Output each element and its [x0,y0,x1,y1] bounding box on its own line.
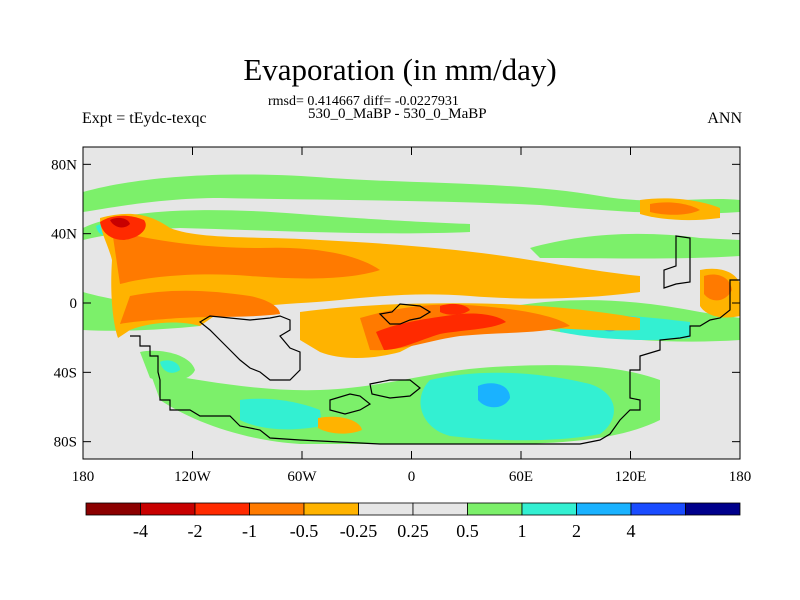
lon-tick-label: 180 [72,469,95,485]
colorbar-label: -1 [242,521,257,541]
colorbar-label: 0.5 [456,521,479,541]
colorbar-swatch [358,502,414,516]
land-outline-continent-a [198,315,301,381]
colorbar-swatch [85,502,141,516]
colorbar-swatch [194,502,250,516]
lat-tick-label: 80S [54,435,77,451]
lon-tick-label: 60E [509,469,533,485]
lat-tick-label: 0 [70,296,78,312]
lon-tick-label: 180 [729,469,752,485]
lon-tick-label: 120E [615,469,647,485]
contour-red-tropics [376,313,506,350]
contour-red-small [440,303,470,315]
contour-dark-red-nw [110,217,130,228]
map-axis-ticks: 80N 40N 0 40S 80S 180 120W 60W 0 60E 120E 180 [51,147,751,485]
colorbar-label: 1 [518,521,527,541]
colorbar-swatch [303,502,359,516]
land-outline-antarctic-a [329,393,372,415]
contour-fields [83,174,740,445]
land-outlines [130,230,740,445]
colorbar-label: 2 [572,521,581,541]
lon-tick-label: 60W [287,469,317,485]
colorbar-swatch [140,502,196,516]
colorbar-swatch [249,502,305,516]
contour-cyan-sw-island [160,360,180,373]
colorbar-swatch [412,502,468,516]
expt-label: Expt = tEydc-texqc [82,110,207,127]
colorbar-swatch [467,502,523,516]
contour-cyan-southwest [240,398,322,430]
contour-orange-ne [650,202,700,215]
stats-text: rmsd= 0.414667 diff= -0.0227931 [268,94,459,109]
colorbar-label: 4 [627,521,636,541]
contour-blue-south [478,383,510,408]
colorbar-label: -4 [133,521,148,541]
land-outline-east [663,235,691,289]
colorbar-label: -0.25 [340,521,378,541]
contour-light-orange-south [318,416,362,434]
run-names: 530_0_MaBP - 530_0_MaBP [308,106,487,122]
colorbar-label: 0.25 [397,521,429,541]
contour-cyan-south [420,372,614,441]
contour-orange-north [112,230,380,284]
colorbar-label: -2 [188,521,203,541]
lat-tick-label: 80N [51,157,77,173]
colorbar-label: -0.5 [290,521,319,541]
map-title: Evaporation (in mm/day) [243,52,557,87]
contour-orange-tropics-west [120,290,280,324]
land-outline-main [130,230,740,445]
lat-tick-label: 40S [54,365,77,381]
land-outline-continent-b [378,303,432,325]
colorbar: -4 -2 -1 -0.5 -0.25 0.25 0.5 1 2 4 [85,502,741,541]
season-label: ANN [707,110,742,127]
contour-green-eastern-north [530,233,740,259]
contour-green-north-2 [83,210,470,240]
land-outline-antarctic-b [369,379,421,399]
contour-orange-e [704,274,732,301]
contour-green-north-band [83,174,740,214]
lon-tick-label: 0 [408,469,416,485]
colorbar-swatch [630,502,686,516]
colorbar-swatch [521,502,577,516]
colorbar-swatch [685,502,741,516]
lat-tick-label: 40N [51,227,77,243]
lon-tick-label: 120W [174,469,212,485]
colorbar-swatch [576,502,632,516]
